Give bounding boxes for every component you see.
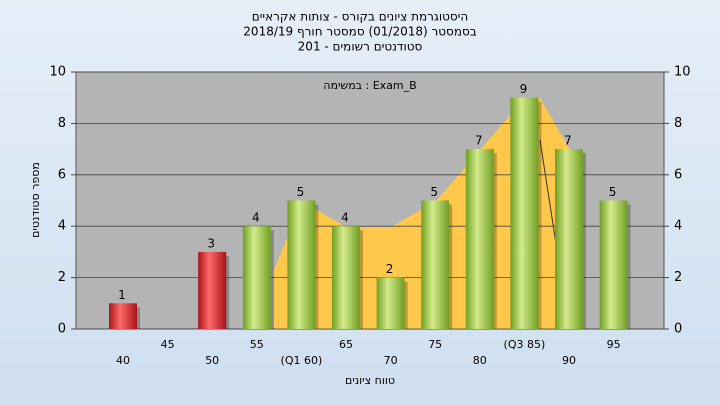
x-tick-label: 40 <box>116 354 130 367</box>
data-label: 7 <box>564 134 572 148</box>
x-tick-label: 95 <box>607 338 621 351</box>
bar <box>599 200 628 329</box>
x-axis-label: טווח ציונים <box>345 374 395 387</box>
data-label: 9 <box>520 82 528 96</box>
x-tick-label: 65 <box>339 338 353 351</box>
x-tick-label: 50 <box>205 354 219 367</box>
y2-tick-label: 6 <box>674 167 682 182</box>
bar <box>109 303 137 329</box>
x-tick-label: 75 <box>428 338 442 351</box>
bar <box>465 149 494 329</box>
data-label: 4 <box>341 211 349 225</box>
data-label: 5 <box>430 185 438 199</box>
title-line: בסמסטר (01/2018) סמסטר חורף 2018/19 <box>243 25 476 39</box>
bar <box>242 226 271 329</box>
distribution-line <box>539 139 558 251</box>
bar <box>376 277 405 329</box>
x-tick-label: 45 <box>161 338 175 351</box>
x-tick-label: 70 <box>384 354 398 367</box>
y-tick-label: 10 <box>49 65 66 80</box>
bar <box>555 149 583 329</box>
y-tick-label: 4 <box>58 219 66 234</box>
x-tick-label: 55 <box>250 338 264 351</box>
title-line: סטודנטים רשומים - 201 <box>298 40 423 54</box>
y2-tick-label: 10 <box>674 65 691 80</box>
x-tick-label: 90 <box>562 354 576 367</box>
y2-tick-label: 4 <box>674 219 682 234</box>
bar <box>198 251 227 329</box>
bar <box>287 200 316 329</box>
data-label: 4 <box>252 211 260 225</box>
y-tick-label: 6 <box>58 167 66 182</box>
y-tick-label: 2 <box>58 270 66 285</box>
bar <box>332 226 360 329</box>
x-tick-label: 80 <box>473 354 487 367</box>
y2-tick-label: 2 <box>674 270 682 285</box>
bar <box>510 97 539 329</box>
title-line: היסטוגרמת ציונים בקורס - צותות אקראיים <box>252 10 468 24</box>
y2-tick-label: 0 <box>674 322 682 337</box>
y-axis-label: מספר סטודנטים <box>29 162 42 238</box>
data-label: 2 <box>386 262 394 276</box>
data-label: 3 <box>207 236 215 250</box>
data-label: 5 <box>609 185 617 199</box>
data-label: 5 <box>297 185 305 199</box>
y-tick-label: 0 <box>58 322 66 337</box>
data-label: 7 <box>475 134 483 148</box>
x-tick-label: (Q3 85) <box>504 338 546 351</box>
y-tick-label: 8 <box>58 116 66 131</box>
data-label: 1 <box>118 288 126 302</box>
bar <box>421 200 450 329</box>
x-tick-label: (Q1 60) <box>281 354 323 367</box>
y2-tick-label: 8 <box>674 116 682 131</box>
annotation: במשימה : Exam_B <box>323 79 416 92</box>
